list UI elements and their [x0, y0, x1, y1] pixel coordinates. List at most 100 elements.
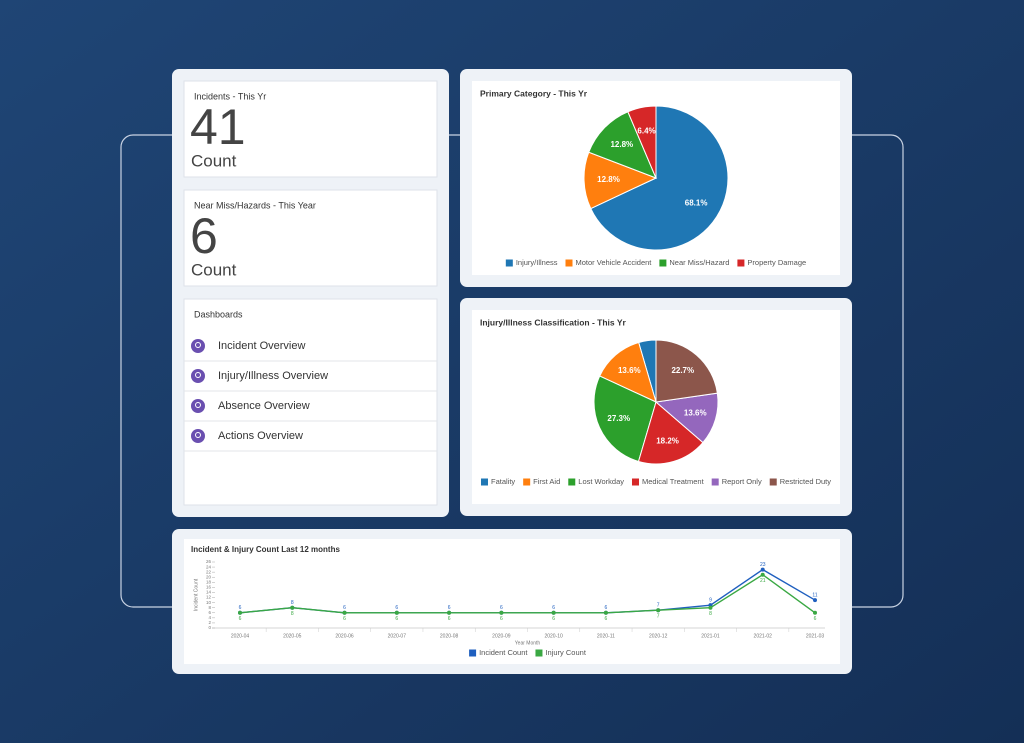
dashboard-item[interactable]: Incident Overview	[184, 339, 437, 362]
dashboard-item[interactable]: Absence Overview	[184, 399, 437, 422]
slice-label: 13.6%	[684, 409, 707, 418]
slice-label: 18.2%	[656, 436, 679, 445]
point	[499, 610, 504, 615]
legend-swatch	[535, 649, 543, 657]
data-label: 6	[814, 616, 817, 622]
data-label: 23	[760, 562, 766, 568]
dashboard-link: Actions Overview	[218, 430, 303, 442]
chart-title: Primary Category - This Yr	[480, 88, 588, 98]
dashboard-icon	[191, 429, 205, 443]
point	[551, 610, 556, 615]
dashboard-icon	[191, 399, 205, 413]
x-axis-label: Year Month	[515, 640, 541, 646]
dashboard-icon-glyph	[195, 432, 201, 438]
legend-swatch	[568, 478, 576, 486]
card-unit: Count	[191, 151, 237, 170]
point	[760, 567, 765, 572]
pie-slice	[583, 151, 658, 210]
legend-label: First Aid	[533, 477, 560, 486]
point	[447, 610, 452, 615]
x-tick-label: 2020-12	[649, 633, 668, 639]
y-tick-label: 4	[208, 615, 211, 620]
pie-slice	[590, 105, 729, 251]
point	[813, 598, 817, 603]
x-tick-label: 2020-11	[597, 633, 615, 639]
data-label: 6	[552, 605, 555, 611]
legend-label: Incident Count	[479, 648, 528, 657]
legend-label: Lost Workday	[578, 477, 624, 486]
data-label: 21	[760, 578, 766, 584]
card-unit: Count	[191, 260, 237, 279]
data-label: 8	[709, 611, 712, 617]
slice-label: 68.1%	[685, 199, 708, 208]
legend-label: Fatality	[491, 477, 515, 486]
legend-swatch	[769, 478, 777, 486]
x-tick-label: 2021-03	[806, 633, 825, 639]
data-label: 6	[448, 605, 451, 611]
slice-label: 27.3%	[607, 414, 630, 423]
data-label: 6	[605, 605, 608, 611]
pie-slice	[599, 341, 657, 403]
dashboard-item[interactable]: Injury/Illness Overview	[184, 369, 437, 392]
dashboard-list: Incident Overview Injury/Illness Overview…	[184, 339, 437, 452]
data-label: 9	[709, 597, 712, 603]
x-tick-label: 2020-07	[388, 633, 407, 639]
y-tick-label: 10	[206, 600, 212, 605]
dashboard-link: Injury/Illness Overview	[218, 370, 328, 382]
slice-label: 6.4%	[637, 127, 655, 136]
data-label: 6	[343, 616, 346, 622]
data-label: 6	[239, 605, 242, 611]
data-label: 6	[500, 616, 503, 622]
legend-swatch	[659, 259, 667, 267]
point	[394, 610, 399, 615]
pie-slice	[588, 111, 657, 179]
y-tick-label: 12	[206, 595, 212, 600]
data-label: 6	[500, 605, 503, 611]
dashboards-title: Dashboards	[194, 309, 243, 319]
y-tick-label: 0	[208, 625, 211, 630]
data-label: 6	[239, 616, 242, 622]
slice-label: 12.8%	[610, 140, 633, 149]
legend-swatch	[505, 259, 513, 267]
legend-label: Report Only	[722, 477, 762, 486]
data-label: 6	[552, 616, 555, 622]
x-tick-label: 2020-10	[544, 633, 563, 639]
data-label: 7	[657, 614, 660, 620]
chart-title: Injury/Illness Classification - This Yr	[480, 317, 626, 327]
legend-label: Medical Treatment	[642, 477, 705, 486]
point	[603, 610, 608, 615]
dashboards-card	[183, 298, 438, 506]
card	[183, 80, 438, 178]
legend-label: Injury/Illness	[516, 258, 558, 267]
x-tick-label: 2021-01	[701, 633, 720, 639]
y-tick-label: 20	[206, 574, 212, 579]
x-tick-label: 2020-05	[283, 633, 302, 639]
legend: Fatality First Aid Lost Workday Medical Tre…	[480, 477, 832, 486]
y-tick-label: 14	[206, 590, 212, 595]
dashboard-link: Absence Overview	[218, 400, 310, 412]
dashboard-item[interactable]: Actions Overview	[184, 429, 437, 452]
y-tick-label: 8	[208, 605, 211, 610]
data-label: 6	[395, 616, 398, 622]
pie-slice	[654, 392, 719, 444]
legend-label: Restricted Duty	[780, 477, 832, 486]
data-label: 7	[657, 603, 660, 609]
point	[290, 605, 295, 610]
dashboard-icon-glyph	[195, 342, 201, 348]
legend-swatch	[711, 478, 719, 486]
y-tick-label: 2	[208, 620, 211, 625]
dashboard-icon	[191, 339, 205, 353]
x-tick-label: 2020-06	[335, 633, 354, 639]
legend: Injury/Illness Motor Vehicle Accident Near…	[505, 258, 806, 267]
card-title: Near Miss/Hazards - This Year	[194, 200, 316, 210]
point	[342, 610, 347, 615]
point	[760, 572, 765, 577]
y-tick-label: 22	[206, 569, 212, 574]
dashboard-icon	[191, 369, 205, 383]
dashboard-link: Incident Overview	[218, 340, 305, 352]
card-value: 41	[190, 99, 246, 155]
x-tick-label: 2020-08	[440, 633, 459, 639]
data-label: 8	[291, 611, 294, 617]
x-tick-label: 2020-09	[492, 633, 511, 639]
